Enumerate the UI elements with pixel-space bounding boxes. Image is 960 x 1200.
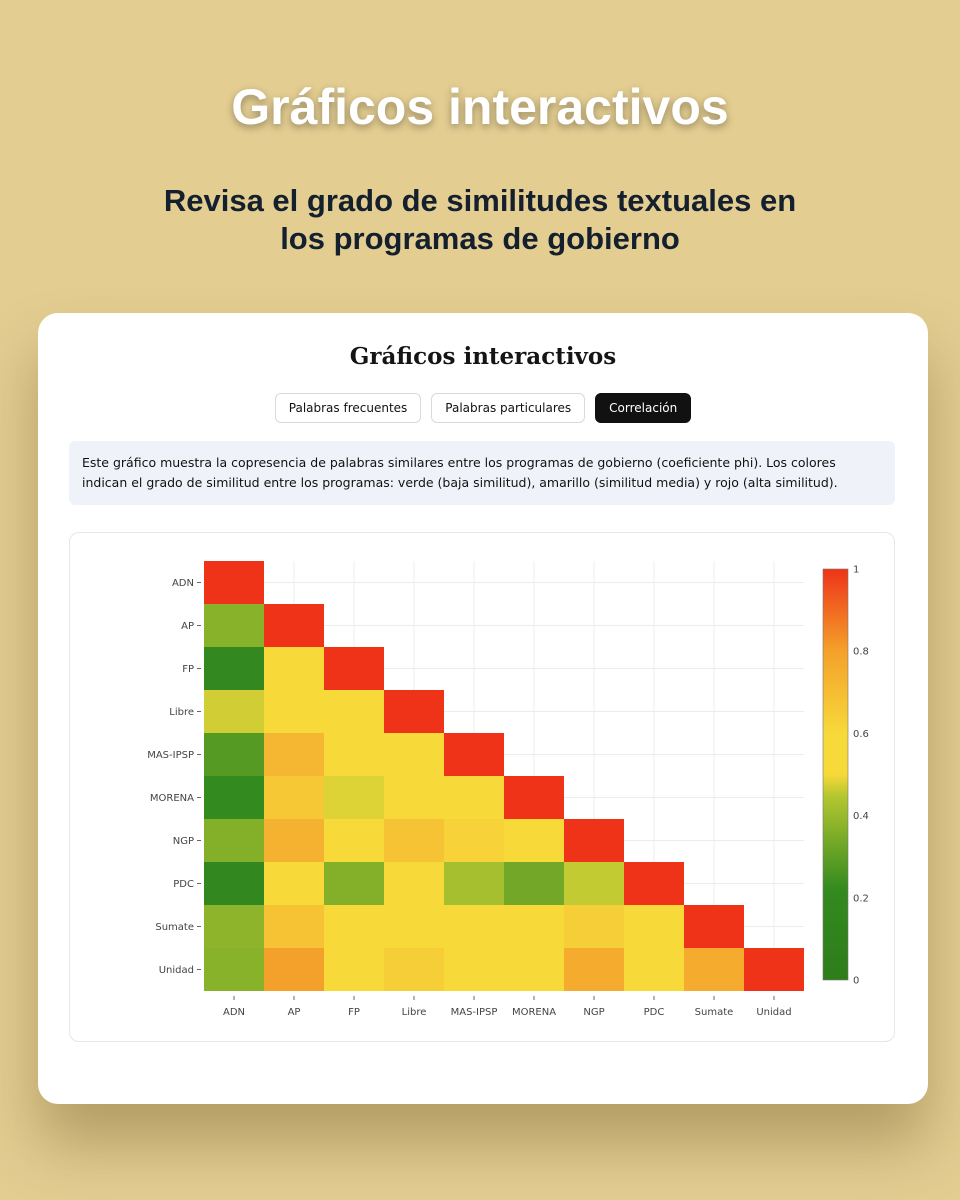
heatmap-cell[interactable] [264,690,324,733]
heatmap-cell[interactable] [324,819,384,862]
heatmap-cell[interactable] [204,862,264,905]
heatmap-cell[interactable] [564,948,624,991]
chart-tabs: Palabras frecuentes Palabras particulare… [38,393,928,423]
y-tick-label: AP [181,621,194,632]
heatmap-cell[interactable] [384,862,444,905]
heatmap-cell[interactable] [684,948,744,991]
heatmap-cell[interactable] [384,819,444,862]
heatmap-cell[interactable] [204,733,264,776]
y-tick-label: FP [182,664,194,675]
tab-palabras-particulares[interactable]: Palabras particulares [431,393,586,423]
y-tick-label: MAS-IPSP [147,750,194,761]
tab-correlacion[interactable]: Correlación [595,393,692,423]
colorbar: 0 0.2 0.4 0.6 0.8 1 [822,565,869,987]
colorbar-tick-label: 0.8 [853,647,869,658]
heatmap-cell[interactable] [324,948,384,991]
x-tick-label: FP [348,1007,360,1018]
heatmap-cell[interactable] [504,776,564,819]
x-tick-label: Sumate [695,1007,734,1018]
correlation-heatmap[interactable]: ADN AP FP Libre MAS-IPSP MORENA NGP PDC Sumate Un… [70,533,894,1041]
y-tick-label: Sumate [155,922,194,933]
heatmap-cell[interactable] [264,862,324,905]
y-tick-label: MORENA [150,793,194,804]
heatmap-cell[interactable] [264,604,324,647]
x-tick-label: Libre [402,1007,427,1018]
heatmap-cell[interactable] [444,776,504,819]
y-axis-labels: ADN AP FP Libre MAS-IPSP MORENA NGP PDC Sumate Un… [147,578,201,976]
heatmap-cell[interactable] [444,733,504,776]
heatmap-cell[interactable] [204,776,264,819]
x-tick-label: AP [288,1007,301,1018]
heatmap-cell[interactable] [624,862,684,905]
x-axis-labels: ADN AP FP Libre MAS-IPSP MORENA NGP PDC Sumate Un… [223,996,792,1018]
heatmap-cell[interactable] [684,905,744,948]
heatmap-cell[interactable] [504,819,564,862]
colorbar-tick-label: 0.6 [853,729,869,740]
heatmap-cell[interactable] [324,733,384,776]
heatmap-cell[interactable] [384,776,444,819]
heatmap-cell[interactable] [444,948,504,991]
heatmap-cell[interactable] [204,604,264,647]
colorbar-tick-label: 1 [853,565,859,576]
heatmap-cell[interactable] [324,647,384,690]
y-tick-label: PDC [173,879,194,890]
colorbar-tick-label: 0.2 [853,893,869,904]
colorbar-gradient [822,568,849,981]
y-tick-label: ADN [172,578,194,589]
heatmap-cell[interactable] [504,948,564,991]
heatmap-cells [204,561,804,991]
x-tick-label: NGP [583,1007,604,1018]
heatmap-cell[interactable] [324,776,384,819]
y-tick-label: Unidad [159,965,194,976]
heatmap-cell[interactable] [264,733,324,776]
tab-palabras-frecuentes[interactable]: Palabras frecuentes [274,393,422,423]
heatmap-cell[interactable] [564,862,624,905]
heatmap-cell[interactable] [204,647,264,690]
heatmap-cell[interactable] [564,819,624,862]
hero-title: Gráficos interactivos [231,79,729,135]
x-tick-label: Unidad [756,1007,791,1018]
card-title: Gráficos interactivos [349,343,617,370]
heatmap-cell[interactable] [444,862,504,905]
x-tick-label: ADN [223,1007,245,1018]
x-tick-label: MORENA [512,1007,556,1018]
charts-card: Gráficos interactivos Palabras frecuente… [38,313,928,1104]
chart-description: Este gráfico muestra la copresencia de p… [69,441,895,505]
heatmap-cell[interactable] [564,905,624,948]
x-tick-label: MAS-IPSP [451,1007,498,1018]
heatmap-cell[interactable] [384,948,444,991]
heatmap-cell[interactable] [384,905,444,948]
heatmap-cell[interactable] [384,733,444,776]
hero-subtitle: Revisa el grado de similitudes textuales… [163,183,797,256]
heatmap-container: ADN AP FP Libre MAS-IPSP MORENA NGP PDC Sumate Un… [69,532,895,1042]
heatmap-cell[interactable] [264,647,324,690]
colorbar-tick-label: 0.4 [853,811,869,822]
heatmap-cell[interactable] [324,690,384,733]
heatmap-cell[interactable] [444,819,504,862]
heatmap-cell[interactable] [624,948,684,991]
heatmap-cell[interactable] [744,948,804,991]
heatmap-cell[interactable] [204,690,264,733]
heatmap-cell[interactable] [264,819,324,862]
heatmap-cell[interactable] [264,948,324,991]
heatmap-cell[interactable] [384,690,444,733]
heatmap-cell[interactable] [204,819,264,862]
x-tick-label: PDC [644,1007,665,1018]
colorbar-tick-label: 0 [853,976,859,987]
heatmap-cell[interactable] [624,905,684,948]
heatmap-cell[interactable] [504,862,564,905]
heatmap-cell[interactable] [504,905,564,948]
heatmap-cell[interactable] [324,862,384,905]
y-tick-label: NGP [173,836,194,847]
heatmap-cell[interactable] [324,905,384,948]
heatmap-cell[interactable] [264,776,324,819]
heatmap-cell[interactable] [204,561,264,604]
heatmap-cell[interactable] [204,905,264,948]
heatmap-cell[interactable] [444,905,504,948]
heatmap-cell[interactable] [264,905,324,948]
y-tick-label: Libre [169,707,194,718]
heatmap-cell[interactable] [204,948,264,991]
